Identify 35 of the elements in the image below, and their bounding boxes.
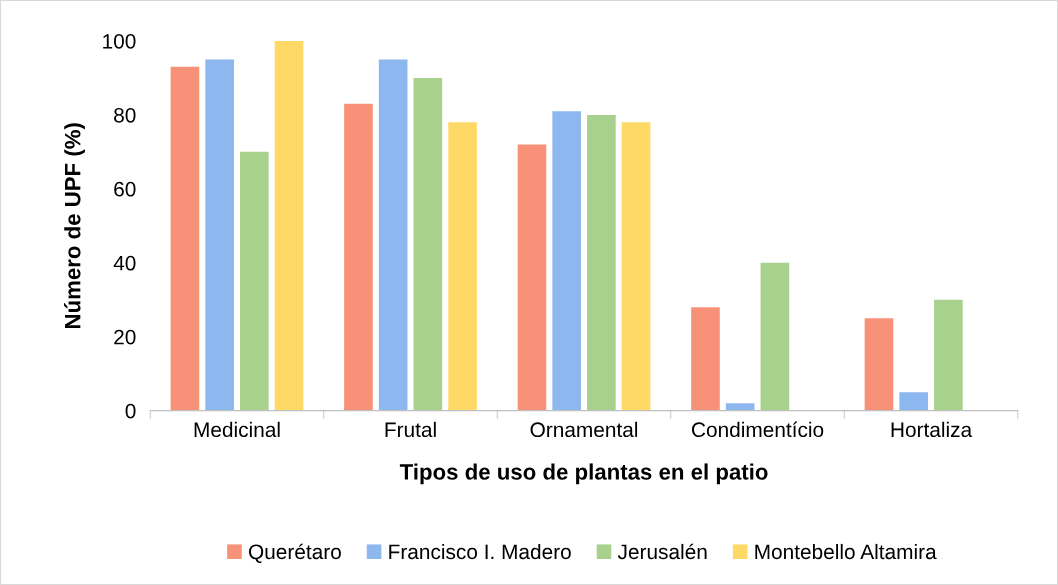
bar: [864, 318, 894, 411]
legend-label: Montebello Altamira: [755, 543, 937, 560]
legend-label: Jerusalén: [617, 543, 707, 560]
y-tick-label: 80: [114, 107, 136, 123]
bar: [448, 122, 477, 411]
bar: [413, 77, 443, 411]
y-tick-label: 40: [113, 255, 136, 271]
bar: [205, 59, 234, 411]
bar: [170, 66, 200, 411]
legend-label: Francisco I. Madero: [389, 543, 571, 560]
bar: [344, 103, 373, 411]
bar: [274, 40, 304, 411]
bar: [552, 111, 581, 411]
y-tick-label: 100: [103, 33, 136, 49]
x-tick-label: Medicinal: [194, 421, 280, 438]
bar: [725, 403, 755, 411]
bar: [240, 151, 269, 411]
bar: [621, 122, 651, 411]
y-tick-label: 20: [114, 329, 136, 345]
x-tick-label: Frutal: [385, 421, 436, 438]
bar: [691, 307, 720, 411]
bar: [587, 114, 616, 411]
bar: [378, 59, 408, 411]
y-tick-label: 0: [125, 403, 136, 419]
bar: [760, 262, 790, 411]
x-axis-title: Tipos de uso de plantas en el patio: [399, 463, 768, 485]
bar: [899, 392, 928, 411]
legend-label: Querétaro: [248, 543, 341, 563]
x-tick-label: Hortaliza: [891, 421, 973, 438]
bar: [934, 299, 963, 411]
y-tick-label: 60: [114, 181, 136, 197]
bar: [517, 144, 547, 411]
y-axis-title: Número de UPF (%): [64, 123, 85, 329]
x-tick-label: Ornamental: [530, 421, 638, 438]
x-tick-label: Condimentício: [692, 421, 824, 438]
